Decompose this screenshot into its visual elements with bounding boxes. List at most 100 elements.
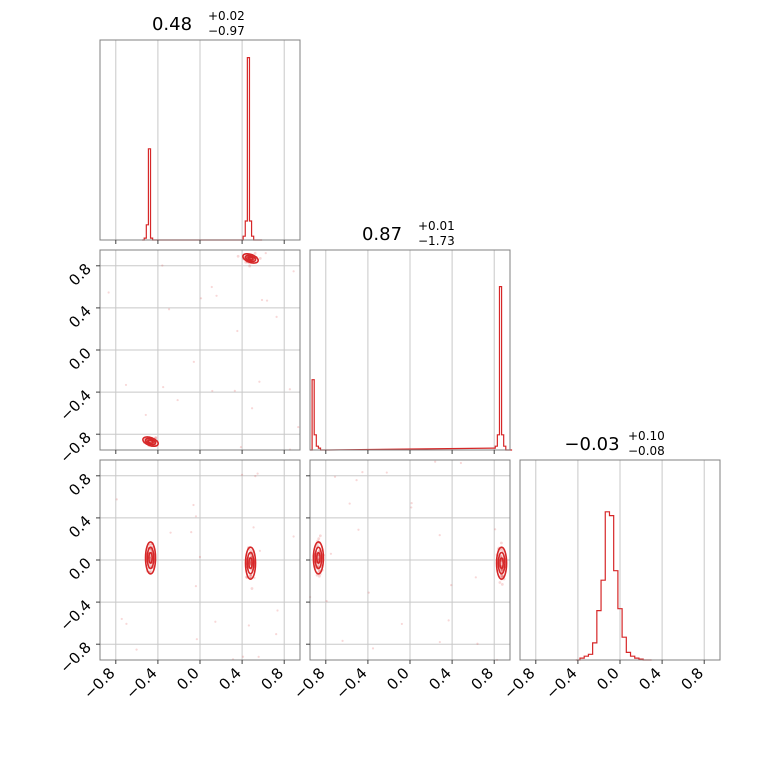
sample-point [210, 285, 213, 289]
sample-point [250, 587, 254, 590]
sample-point [215, 294, 218, 297]
param-title-upper-2: +0.10 [628, 429, 665, 443]
contour-0-1 [314, 546, 323, 570]
param-title-lower-2: −0.08 [628, 444, 665, 458]
sample-point [434, 460, 437, 463]
sample-point [257, 655, 260, 658]
sample-point [450, 584, 453, 587]
histogram-2 [575, 511, 652, 661]
sample-point [292, 535, 295, 538]
sample-point [250, 407, 254, 410]
sample-point [239, 445, 243, 449]
y-tick-label: 0.4 [65, 302, 95, 332]
sample-point [148, 563, 152, 567]
sample-point [459, 461, 463, 465]
sample-point [333, 475, 337, 478]
sample-point [248, 264, 252, 268]
contour-1-1 [244, 254, 257, 263]
panel-r2-c0: −0.8 −0.4 0.0 0.4 0.8−0.8−0.40.00.40.8 [56, 459, 301, 703]
sample-point [162, 385, 165, 389]
y-tick-label: 0.8 [65, 260, 95, 290]
sample-point [438, 534, 441, 537]
panel-r1-c0: −0.8 −0.4 0.0 0.4 0.8 [56, 249, 301, 467]
y-tick-label: 0.0 [65, 344, 95, 374]
sample-point [500, 569, 504, 573]
sample-point [258, 380, 261, 383]
y-tick-label: 0.0 [65, 554, 95, 584]
x-tick-label: 0.8 [677, 664, 707, 694]
sample-point [325, 599, 328, 603]
sample-point [348, 502, 351, 505]
sample-point [253, 251, 257, 255]
x-tick-label: 0.4 [425, 664, 455, 694]
param-title-lower-1: −1.73 [418, 234, 455, 248]
x-tick-label: 0.4 [635, 664, 665, 694]
panel-r2-c2: −0.03 +0.10−0.08 −0.8 −0.4 0.0 0.4 0.8 [500, 429, 721, 703]
sample-point [275, 315, 278, 318]
x-tick-label: 0.8 [467, 664, 497, 694]
sample-point [316, 563, 320, 567]
sample-point [190, 530, 193, 534]
x-tick-label: 0.0 [173, 664, 203, 694]
y-tick-label: −0.4 [56, 596, 94, 634]
sample-point [249, 574, 253, 578]
contour-1-2 [248, 557, 253, 570]
sample-point [400, 622, 403, 626]
sample-point [252, 526, 255, 529]
sample-point [329, 552, 333, 555]
sample-point [248, 575, 252, 578]
contour-0-0 [144, 541, 157, 575]
contour-0-1 [144, 437, 157, 446]
contour-1-0 [242, 252, 259, 264]
sample-point [249, 562, 252, 565]
sample-point [192, 503, 195, 507]
sample-point [192, 360, 195, 363]
panel-r1-c1: 0.87 +0.01−1.73 [309, 219, 513, 454]
sample-point [500, 582, 504, 586]
sample-point [476, 642, 479, 645]
sample-point [254, 475, 257, 478]
panel-r0-c0: 0.48 +0.02−0.97 [99, 9, 301, 244]
histogram-0 [142, 57, 263, 241]
sample-point [194, 515, 198, 518]
contour-0-2 [147, 439, 154, 444]
sample-point [258, 549, 262, 552]
y-tick-label: 0.4 [65, 512, 95, 542]
sample-point [194, 585, 198, 588]
sample-point [247, 624, 250, 627]
sample-point [292, 270, 295, 273]
sample-point [198, 555, 202, 559]
x-tick-label: 0.8 [257, 664, 287, 694]
sample-point [211, 389, 214, 393]
x-tick-label: −0.4 [122, 664, 160, 702]
sample-point [148, 543, 152, 547]
panel-r2-c1: −0.8 −0.4 0.0 0.4 0.8 [290, 459, 511, 703]
sample-point [499, 547, 503, 551]
sample-point [499, 574, 503, 577]
contour-1-2 [499, 557, 505, 570]
sample-point [288, 388, 291, 391]
sample-point [124, 383, 128, 387]
param-title-2: −0.03 [564, 434, 619, 455]
sample-point [241, 655, 245, 658]
sample-point [276, 609, 279, 612]
contour-0-0 [142, 436, 159, 448]
sample-point [447, 619, 450, 622]
sample-point [195, 638, 198, 641]
param-title-1: 0.87 [362, 224, 402, 245]
y-tick-label: −0.8 [56, 638, 94, 676]
param-title-upper-1: +0.01 [418, 219, 455, 233]
sample-point [107, 291, 110, 294]
sample-point [154, 436, 158, 440]
sample-point [317, 557, 320, 561]
sample-point [355, 479, 358, 482]
sample-point [385, 471, 388, 474]
sample-point [317, 574, 321, 578]
param-title-upper-0: +0.02 [208, 9, 245, 23]
sample-point [249, 548, 252, 552]
sample-point [120, 617, 123, 621]
sample-point [176, 398, 179, 402]
sample-point [498, 581, 502, 584]
sample-point [253, 576, 256, 579]
